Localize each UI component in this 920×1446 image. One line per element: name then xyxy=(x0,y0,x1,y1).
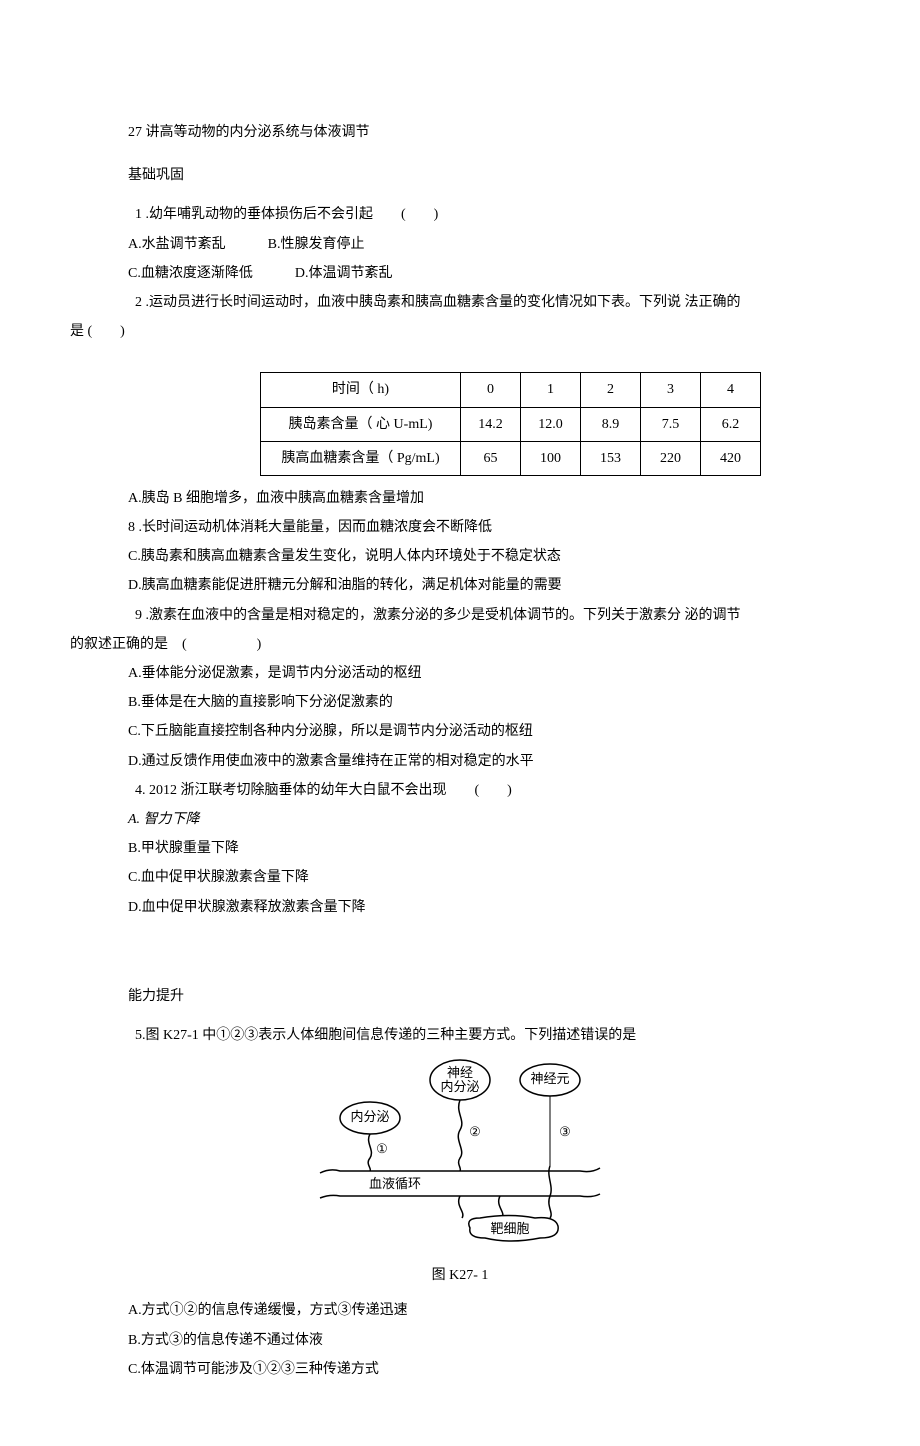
q1-optD: D.体温调节紊乱 xyxy=(295,266,393,281)
q3-optA: A.垂体能分泌促激素，是调节内分泌活动的枢纽 xyxy=(100,661,820,686)
q1-optA: A.水盐调节紊乱 xyxy=(128,237,226,252)
r2-4: 420 xyxy=(701,441,761,475)
r1-4: 6.2 xyxy=(701,407,761,441)
q1-optC: C.血糖浓度逐渐降低 xyxy=(128,266,253,281)
q4-optA: A. 智力下降 xyxy=(100,807,820,832)
th-4: 4 xyxy=(701,373,761,407)
q2-optA: A.胰岛 B 细胞增多，血液中胰高血糖素含量增加 xyxy=(100,486,820,511)
table-row: 时间（ h) 0 1 2 3 4 xyxy=(261,373,761,407)
q3-optC: C.下丘脑能直接控制各种内分泌腺，所以是调节内分泌活动的枢纽 xyxy=(100,719,820,744)
r2-1: 100 xyxy=(521,441,581,475)
r2-0: 65 xyxy=(461,441,521,475)
diagram-num-2: ② xyxy=(469,1124,481,1139)
q3-optB: B.垂体是在大脑的直接影响下分泌促激素的 xyxy=(100,690,820,715)
r2-3: 220 xyxy=(641,441,701,475)
diagram-num-1: ① xyxy=(376,1141,388,1156)
diagram-label-target: 靶细胞 xyxy=(490,1221,529,1236)
diagram-label-neuron: 神经元 xyxy=(530,1071,569,1086)
th-1: 1 xyxy=(521,373,581,407)
q2-stem-b: 是 ( ) xyxy=(70,319,820,344)
q3-stem-a: 9 .激素在血液中的含量是相对稳定的，激素分泌的多少是受机体调节的。下列关于激素… xyxy=(100,603,820,628)
q2-optC: C.胰岛素和胰高血糖素含量发生变化，说明人体内环境处于不稳定状态 xyxy=(100,544,820,569)
r1-3: 7.5 xyxy=(641,407,701,441)
r2-label: 胰高血糖素含量（ Pg/mL) xyxy=(261,441,461,475)
section-heading-2: 能力提升 xyxy=(100,984,820,1009)
q2-optD: D.胰高血糖素能促进肝糖元分解和油脂的转化，满足机体对能量的需要 xyxy=(100,573,820,598)
diagram: 内分泌 神经 内分泌 神经元 血液循环 ① ② ③ 靶细胞 xyxy=(100,1058,820,1257)
q3-optD: D.通过反馈作用使血液中的激素含量维持在正常的相对稳定的水平 xyxy=(100,749,820,774)
diagram-label-neuroendo-2: 内分泌 xyxy=(440,1079,479,1094)
q4-optD: D.血中促甲状腺激素释放激素含量下降 xyxy=(100,895,820,920)
diagram-label-neuroendo-1: 神经 xyxy=(447,1065,473,1080)
q5-stem: 5.图 K27-1 中①②③表示人体细胞间信息传递的三种主要方式。下列描述错误的… xyxy=(100,1023,820,1048)
diagram-label-endocrine: 内分泌 xyxy=(350,1109,389,1124)
q4-optB: B.甲状腺重量下降 xyxy=(100,836,820,861)
q5-optB: B.方式③的信息传递不通过体液 xyxy=(100,1328,820,1353)
q2-optB: 8 .长时间运动机体消耗大量能量，因而血糖浓度会不断降低 xyxy=(100,515,820,540)
diagram-label-blood: 血液循环 xyxy=(369,1176,421,1191)
q5-optC: C.体温调节可能涉及①②③三种传递方式 xyxy=(100,1357,820,1382)
data-table: 时间（ h) 0 1 2 3 4 胰岛素含量（ 心 U-mL) 14.2 12.… xyxy=(260,372,761,476)
r2-2: 153 xyxy=(581,441,641,475)
diagram-caption: 图 K27- 1 xyxy=(100,1263,820,1288)
r1-1: 12.0 xyxy=(521,407,581,441)
page-title: 27 讲高等动物的内分泌系统与体液调节 xyxy=(100,120,820,145)
r1-2: 8.9 xyxy=(581,407,641,441)
table-row: 胰高血糖素含量（ Pg/mL) 65 100 153 220 420 xyxy=(261,441,761,475)
th-time: 时间（ h) xyxy=(261,373,461,407)
q1-opts-cd: C.血糖浓度逐渐降低 D.体温调节紊乱 xyxy=(100,261,820,286)
th-2: 2 xyxy=(581,373,641,407)
q5-optA: A.方式①②的信息传递缓慢，方式③传递迅速 xyxy=(100,1298,820,1323)
q1-optB: B.性腺发育停止 xyxy=(268,237,365,252)
diagram-num-3: ③ xyxy=(559,1124,571,1139)
q1-opts-ab: A.水盐调节紊乱 B.性腺发育停止 xyxy=(100,232,820,257)
table-row: 胰岛素含量（ 心 U-mL) 14.2 12.0 8.9 7.5 6.2 xyxy=(261,407,761,441)
r1-0: 14.2 xyxy=(461,407,521,441)
q2-stem-a: 2 .运动员进行长时间运动时，血液中胰岛素和胰高血糖素含量的变化情况如下表。下列… xyxy=(100,290,820,315)
q1-stem: 1 .幼年哺乳动物的垂体损伤后不会引起 ( ) xyxy=(100,202,820,227)
q4-optC: C.血中促甲状腺激素含量下降 xyxy=(100,865,820,890)
q4-stem: 4. 2012 浙江联考切除脑垂体的幼年大白鼠不会出现 ( ) xyxy=(100,778,820,803)
th-0: 0 xyxy=(461,373,521,407)
section-heading-1: 基础巩固 xyxy=(100,163,820,188)
r1-label: 胰岛素含量（ 心 U-mL) xyxy=(261,407,461,441)
q3-stem-b: 的叙述正确的是 ( ) xyxy=(70,632,820,657)
th-3: 3 xyxy=(641,373,701,407)
